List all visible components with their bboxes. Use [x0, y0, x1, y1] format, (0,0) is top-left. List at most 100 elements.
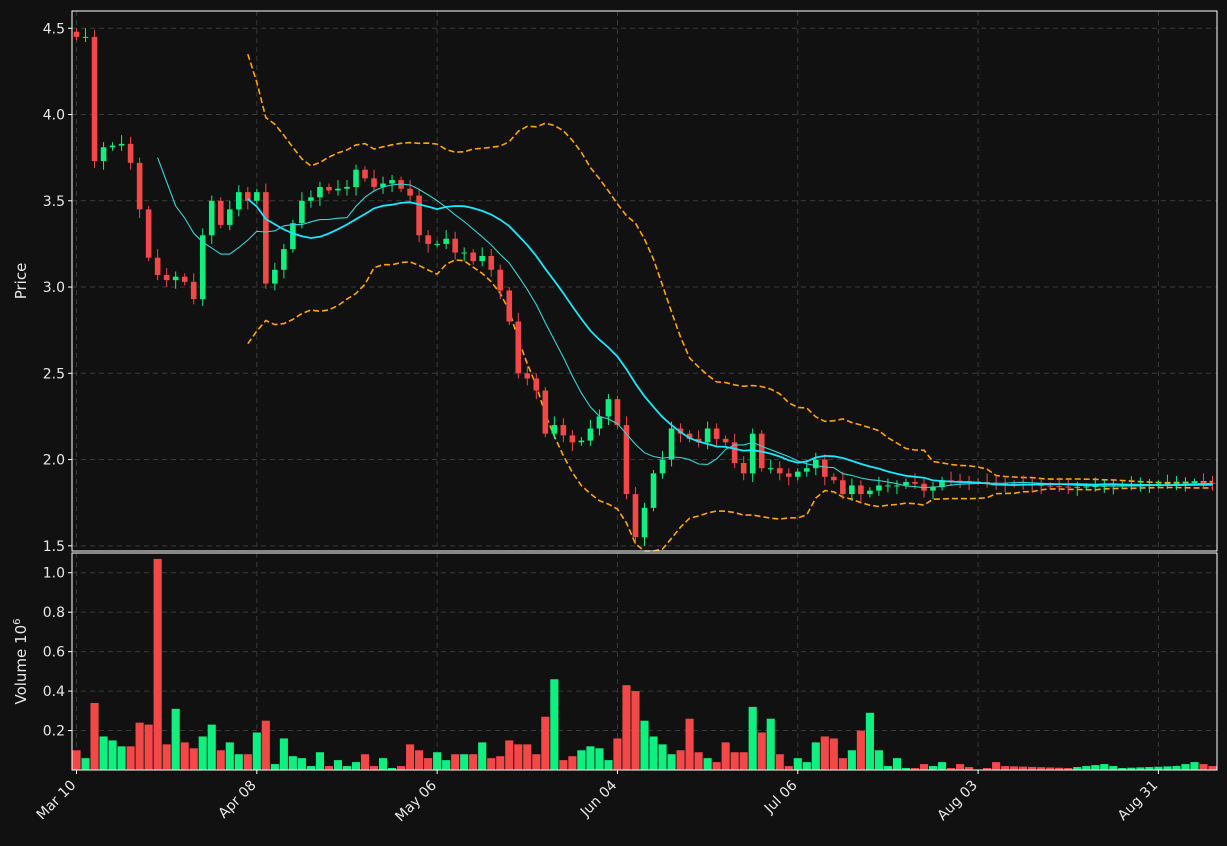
volume-bar [532, 754, 541, 770]
candle-body [452, 238, 458, 253]
volume-bar [937, 762, 947, 770]
volume-bar [1145, 767, 1154, 770]
candle-body [1191, 481, 1198, 483]
candle-body [235, 192, 242, 210]
candle-body [704, 428, 711, 443]
volume-ytick-label: 0.4 [43, 684, 65, 700]
volume-bar [126, 746, 135, 770]
candle-body [362, 169, 368, 179]
volume-bar [667, 754, 676, 770]
candle-body [776, 468, 783, 474]
candle-body [668, 428, 675, 460]
volume-bar [225, 742, 234, 770]
volume-bar [559, 760, 568, 770]
volume-bar [847, 750, 856, 770]
volume-bar [1154, 766, 1163, 770]
candle-body [407, 188, 413, 196]
candle-body [1065, 486, 1072, 488]
candle-body [425, 235, 431, 244]
volume-bar [442, 760, 451, 770]
volume-bar [1028, 766, 1037, 770]
volume-bar [270, 764, 279, 770]
ma-slow-line [247, 198, 1213, 487]
candle-body [515, 321, 522, 374]
candle-body [443, 238, 449, 244]
volume-bar [216, 750, 225, 770]
volume-bar [1100, 764, 1109, 770]
volume-bar [649, 736, 658, 770]
candle-body [344, 186, 350, 189]
volume-bar [865, 712, 874, 770]
volume-bar [171, 708, 180, 770]
volume-bar [856, 730, 865, 770]
candle-body [479, 255, 486, 262]
candle-body [803, 468, 810, 472]
volume-bar [784, 766, 793, 770]
candle-body [822, 459, 828, 477]
candle-body [1011, 483, 1017, 485]
volume-bar [153, 558, 162, 770]
volume-bar [928, 766, 938, 770]
volume-bar [955, 764, 965, 770]
candle-body [1173, 482, 1180, 484]
candle-body [1074, 486, 1081, 488]
volume-bar [802, 762, 811, 770]
candle-body [831, 476, 837, 481]
candle-body [1092, 486, 1099, 488]
volume-bar [829, 738, 838, 770]
volume-bar [523, 744, 532, 770]
panel-frames [71, 10, 1218, 771]
candle-body [226, 209, 233, 225]
volume-bar [243, 754, 252, 770]
volume-bar [577, 750, 586, 770]
moving-averages [157, 157, 1213, 489]
candle-body [181, 276, 188, 282]
volume-bar [342, 766, 352, 770]
volume-bar [1082, 766, 1091, 770]
volume-ytick-label: 0.6 [43, 645, 65, 661]
volume-bar [766, 718, 775, 770]
candle-body [659, 459, 666, 474]
candle-body [308, 197, 314, 201]
candle-body [208, 200, 215, 236]
candle-body [885, 485, 891, 487]
candle-body [353, 169, 359, 187]
volume-bar [469, 754, 478, 770]
price-ytick-label: 2.0 [43, 453, 65, 469]
candle-body [840, 480, 846, 495]
volume-bar [892, 758, 901, 770]
candle-body [542, 390, 549, 434]
candle-body [263, 192, 269, 284]
candle-body [560, 425, 567, 436]
candle-body [172, 276, 179, 281]
candle-body [939, 480, 945, 488]
volume-bar [1127, 767, 1136, 770]
volume-ytick-label: 0.2 [43, 724, 65, 740]
x-tick-label: Apr 08 [215, 778, 259, 822]
x-tick-label: Aug 31 [1115, 778, 1161, 824]
price-ytick-label: 1.5 [43, 539, 65, 555]
candle-body [1200, 481, 1207, 483]
candle-body [867, 490, 873, 495]
volume-bar [631, 691, 640, 770]
volume-bar [983, 768, 992, 770]
candle-body [497, 269, 504, 291]
volume-bar [883, 766, 892, 770]
volume-bar [568, 756, 577, 770]
candle-body [767, 468, 774, 470]
volume-bar [487, 758, 496, 770]
volume-bars [72, 558, 1217, 770]
volume-bar [1010, 766, 1019, 770]
volume-bar [541, 716, 550, 770]
volume-bar [946, 768, 956, 770]
lower-band-line [247, 259, 1213, 552]
volume-bar [198, 736, 207, 770]
volume-bar [81, 758, 90, 770]
volume-bar [1118, 768, 1127, 770]
volume-bar [369, 766, 379, 770]
volume-bar [180, 742, 189, 770]
volume-bar [117, 746, 126, 770]
volume-bar [703, 758, 712, 770]
price-axis-title: Price [12, 263, 30, 300]
